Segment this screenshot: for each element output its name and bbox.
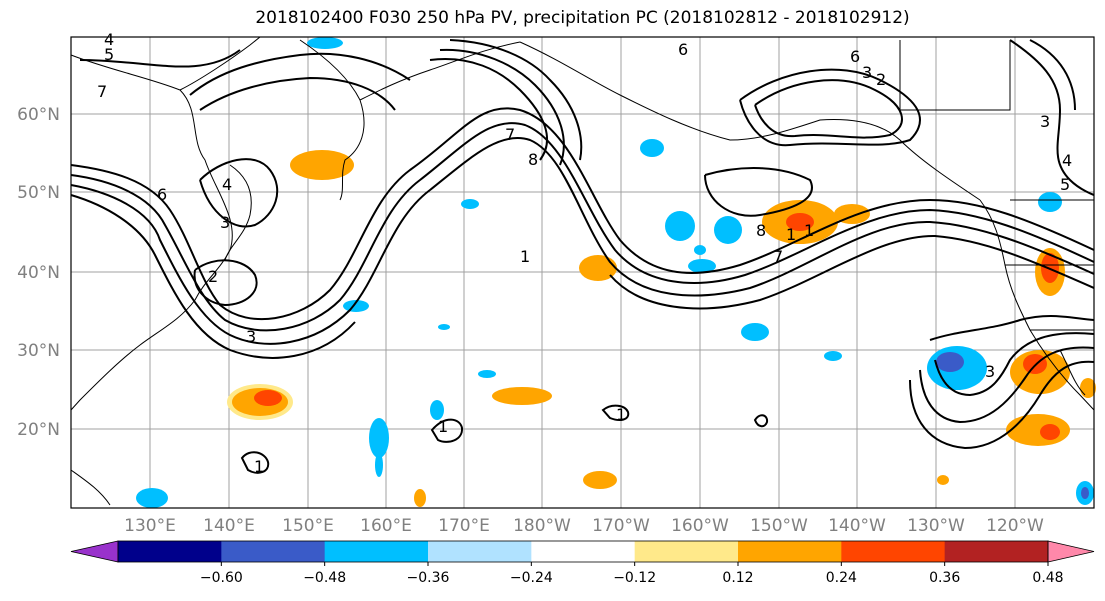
contour-label: 3	[862, 63, 872, 82]
contour-label: 1	[616, 405, 626, 424]
contour-label: 4	[1062, 151, 1072, 170]
colorbar-frame	[117, 540, 1049, 563]
contour-label: 3	[985, 362, 995, 381]
colorbar-bin	[944, 541, 1049, 562]
colorbar-tick-label: −0.24	[510, 570, 553, 586]
lon-label: 130°W	[907, 516, 965, 536]
lon-label: 180°W	[513, 516, 571, 536]
colorbar-bin	[738, 541, 842, 562]
colorbar-tick-label: 0.12	[722, 570, 753, 586]
colorbar-bin	[531, 541, 636, 562]
lon-label: 150°W	[750, 516, 808, 536]
contour-label: 3	[246, 327, 256, 346]
colorbar-bin	[428, 541, 532, 562]
contour-label: 7	[505, 125, 515, 144]
contour-label: 6	[157, 185, 167, 204]
contour-label: 8	[756, 221, 766, 240]
figure-title: 2018102400 F030 250 hPa PV, precipitatio…	[255, 8, 910, 28]
contour-label: 1	[520, 247, 530, 266]
colorbar-tick-label: 0.48	[1032, 570, 1063, 586]
contour-label: 2	[208, 267, 218, 286]
contour-label: 5	[1060, 175, 1070, 194]
latitude-labels: 60°N 50°N 40°N 30°N 20°N	[17, 105, 60, 440]
lat-label: 60°N	[17, 105, 60, 125]
colorbar-extend-max	[1047, 540, 1095, 563]
lon-label: 140°E	[203, 516, 255, 536]
lon-label: 140°W	[828, 516, 886, 536]
lat-label: 30°N	[17, 341, 60, 361]
contour-label: 3	[220, 213, 230, 232]
colorbar: −0.60 −0.48 −0.36 −0.24 −0.12 0.12 0.24 0.36 0.4…	[70, 540, 1095, 586]
contour-label: 3	[1040, 112, 1050, 131]
pv-contours	[70, 39, 1095, 474]
lon-label: 170°E	[438, 516, 490, 536]
precip-shading	[136, 37, 1096, 508]
colorbar-tick-label: 0.36	[929, 570, 960, 586]
colorbar-tick-label: 0.24	[826, 570, 857, 586]
contour-label: 4	[104, 30, 114, 49]
lat-label: 50°N	[17, 183, 60, 203]
contour-label: 5	[104, 45, 114, 64]
contour-label: 6	[850, 47, 860, 66]
contour-label: 4	[222, 175, 232, 194]
colorbar-tick-label: −0.36	[407, 570, 450, 586]
contour-label: 7	[773, 247, 783, 266]
lon-label: 160°E	[360, 516, 412, 536]
colorbar-extend-min	[70, 540, 119, 563]
contour-label: 1	[804, 221, 814, 240]
colorbar-bin	[118, 541, 222, 562]
map-frame	[70, 36, 1095, 509]
contour-label: 2	[876, 70, 886, 89]
contour-label: 6	[678, 40, 688, 59]
lat-label: 20°N	[17, 420, 60, 440]
colorbar-tick-label: −0.48	[303, 570, 346, 586]
colorbar-bin	[324, 541, 429, 562]
lon-label: 130°E	[124, 516, 176, 536]
lon-label: 120°W	[986, 516, 1044, 536]
colorbar-bin	[221, 541, 326, 562]
lon-label: 150°E	[282, 516, 334, 536]
colorbar-tick-label: −0.12	[613, 570, 656, 586]
colorbar-bin	[634, 541, 739, 562]
lon-label: 160°W	[671, 516, 729, 536]
pv-contour-labels: 4 5 7 6 4 3 2 6 8 7 6 3 2 1 8 7 1 1 3 3 …	[97, 30, 1072, 476]
contour-label: 1	[438, 417, 448, 436]
lon-label: 170°W	[592, 516, 650, 536]
lat-label: 40°N	[17, 263, 60, 283]
contour-label: 8	[528, 150, 538, 169]
contour-label: 1	[254, 457, 264, 476]
contour-label: 7	[97, 82, 107, 101]
longitude-labels: 130°E 140°E 150°E 160°E 170°E 180°W 170°…	[124, 516, 1044, 536]
colorbar-bin	[841, 541, 946, 562]
contour-label: 1	[786, 225, 796, 244]
colorbar-tick-label: −0.60	[200, 570, 243, 586]
